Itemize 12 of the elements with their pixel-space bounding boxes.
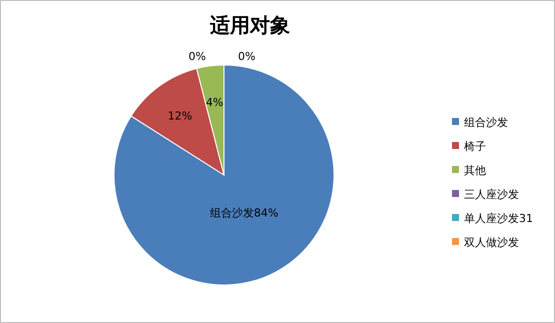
- data-label: 12%: [168, 109, 192, 122]
- data-label: 4%: [206, 96, 224, 109]
- legend-label: 单人座沙发31: [464, 212, 533, 225]
- legend-label: 三人座沙发: [464, 188, 519, 201]
- legend-label: 其他: [464, 164, 486, 177]
- legend-label: 组合沙发: [464, 116, 508, 129]
- data-label: 组合沙发84%: [210, 206, 278, 220]
- text: 0%: [238, 50, 256, 63]
- text: 0%: [188, 50, 206, 63]
- chart-title: 适用对象: [209, 13, 290, 37]
- legend-label: 双人做沙发: [464, 236, 519, 249]
- legend-label: 椅子: [464, 140, 486, 153]
